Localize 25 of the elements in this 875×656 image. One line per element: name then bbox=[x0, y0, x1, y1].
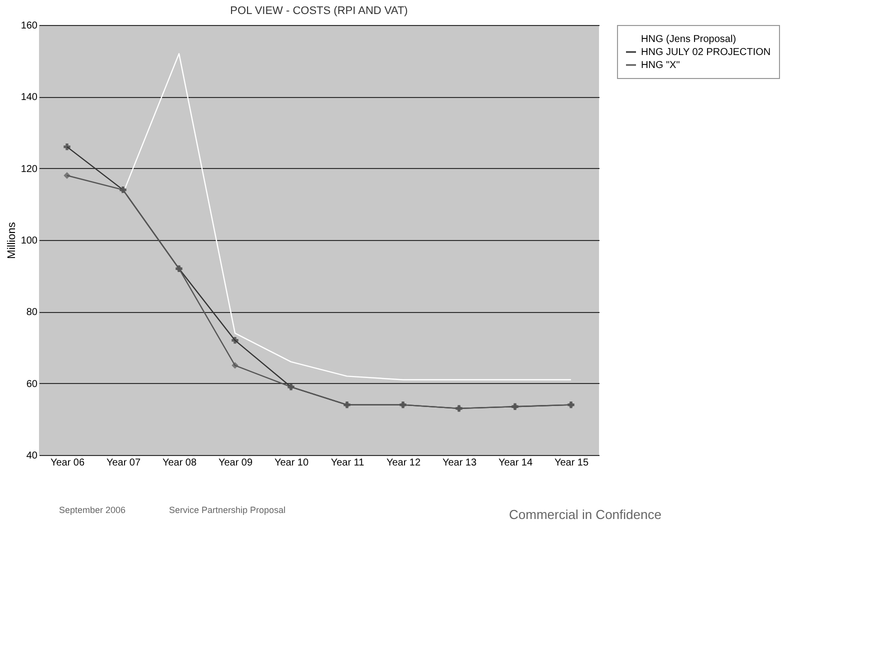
y-tick-label: 140 bbox=[20, 92, 38, 104]
y-tick-label: 40 bbox=[26, 450, 38, 462]
y-tick-label: 160 bbox=[20, 20, 38, 32]
y-tick-label: 60 bbox=[26, 378, 38, 390]
x-tick-label: Year 13 bbox=[442, 458, 477, 468]
x-tick-label: Year 08 bbox=[162, 458, 197, 468]
x-tick-label: Year 06 bbox=[50, 458, 85, 468]
legend-label: HNG JULY 02 PROJECTION bbox=[641, 47, 771, 58]
y-tick-label: 120 bbox=[20, 164, 38, 175]
text: Commercial in Confidence bbox=[509, 507, 662, 522]
x-tick-label: Year 07 bbox=[106, 458, 141, 468]
y-tick-label: 100 bbox=[20, 236, 38, 246]
text: Service Partnership Proposal bbox=[169, 505, 286, 515]
x-tick-label: Year 11 bbox=[330, 458, 365, 468]
y-tick-label: 80 bbox=[26, 307, 38, 318]
legend-label: HNG "X" bbox=[641, 60, 680, 71]
chart-title: POL VIEW - COSTS (RPI AND VAT) bbox=[230, 5, 408, 17]
x-tick-label: Year 12 bbox=[386, 458, 421, 468]
text: HNG (Jens Proposal) bbox=[641, 34, 736, 45]
x-tick-label: Year 09 bbox=[218, 458, 253, 468]
text: September 2006 bbox=[59, 505, 126, 515]
x-tick-label: Year 10 bbox=[274, 458, 309, 468]
x-tick-label: Year 14 bbox=[498, 458, 533, 468]
y-axis-title: Millions bbox=[6, 222, 18, 259]
x-tick-label: Year 15 bbox=[554, 458, 589, 468]
